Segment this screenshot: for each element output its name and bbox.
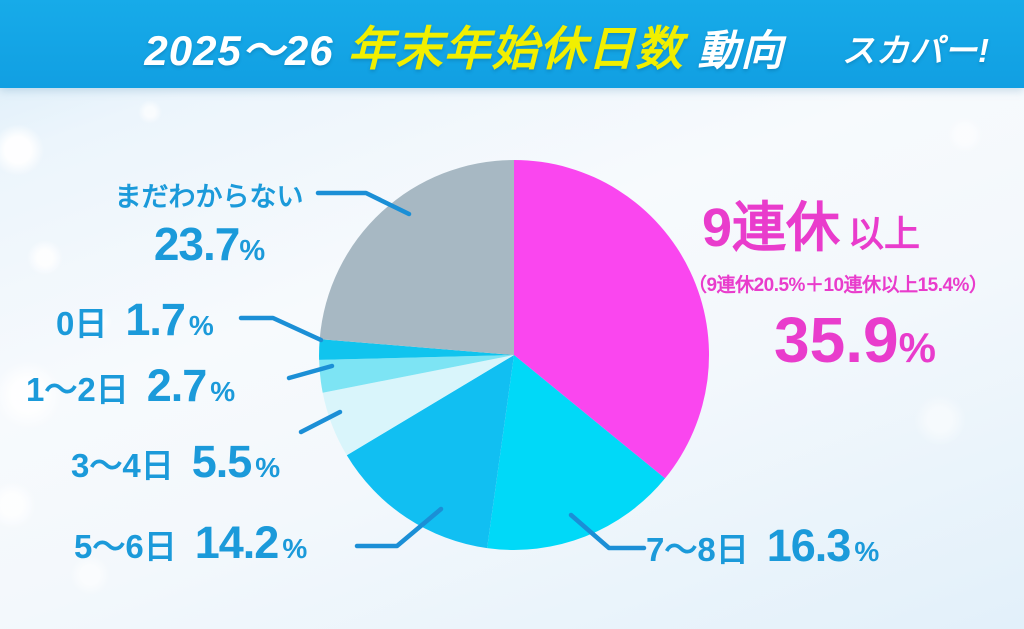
label-1-2days-name: 1〜2日 — [26, 371, 129, 408]
callout-9plus-percent-sign: % — [898, 324, 936, 371]
pie-slice-9連休以上 — [514, 160, 710, 479]
leader-line-0days — [238, 315, 324, 343]
label-5-6days-name: 5〜6日 — [74, 528, 177, 565]
label-madawakaranai-value: 23.7 — [153, 218, 241, 270]
label-3-4days-percent-sign: % — [255, 452, 281, 483]
label-3-4days-value: 5.5 — [191, 436, 253, 487]
label-0days-value: 1.7 — [125, 294, 186, 345]
leader-line-1-2days — [286, 363, 335, 381]
header-bar: 2025〜26 年末年始休日数 動向 スカパー! — [0, 0, 1024, 88]
callout-9plus-detail: （9連休20.5%＋10連休以上15.4%） — [688, 275, 988, 296]
title-suffix: 動向 — [697, 26, 784, 74]
callout-9plus-title-small: 以上 — [848, 213, 921, 254]
callout-9plus-value: 35.9 — [774, 304, 899, 376]
label-1-2days-percent-sign: % — [210, 376, 236, 407]
pie-slice-0日 — [319, 339, 514, 360]
callout-9plus: 9連休 以上 （9連休20.5%＋10連休以上15.4%） 35.9% — [688, 183, 1022, 377]
leader-line-madawakaranai — [315, 190, 412, 217]
label-7-8days-value: 16.3 — [766, 520, 852, 571]
label-5-6days-value: 14.2 — [194, 517, 280, 568]
title-year: 2025〜26 — [144, 26, 334, 74]
callout-9plus-title: 9連休 以上 — [702, 183, 1022, 262]
label-7-8days-percent-sign: % — [854, 536, 880, 567]
label-0days-name: 0日 — [56, 305, 108, 342]
callout-9plus-value-row: 35.9% — [688, 303, 1022, 377]
label-0days-percent-sign: % — [188, 310, 214, 341]
label-1-2days: 1〜2日 2.7% — [26, 360, 235, 412]
page-title: 2025〜26 年末年始休日数 動向 — [144, 10, 783, 79]
label-0days: 0日 1.7% — [56, 294, 214, 346]
label-5-6days-percent-sign: % — [282, 533, 308, 564]
label-3-4days: 3〜4日 5.5% — [71, 436, 280, 488]
label-5-6days: 5〜6日 14.2% — [74, 517, 307, 569]
leader-line-5-6days — [354, 506, 444, 549]
pie-slice-7〜8日 — [487, 355, 665, 550]
leader-line-3-4days — [298, 409, 343, 435]
pie-slice-まだわからない — [319, 160, 514, 355]
leader-line-7-8days — [568, 512, 647, 551]
label-madawakaranai: まだわからない 23.7% — [100, 175, 318, 271]
brand-logo: スカパー! — [842, 32, 990, 69]
title-highlight: 年末年始休日数 — [347, 21, 684, 75]
label-madawakaranai-percent-sign: % — [239, 235, 265, 267]
pie-slice-3〜4日 — [322, 355, 514, 456]
label-1-2days-value: 2.7 — [146, 360, 208, 411]
label-7-8days: 7〜8日 16.3% — [646, 520, 879, 572]
pie-slice-5〜6日 — [346, 355, 514, 549]
label-madawakaranai-name: まだわからない — [114, 182, 304, 212]
label-7-8days-name: 7〜8日 — [646, 531, 749, 568]
callout-9plus-title-big: 9連休 — [702, 198, 841, 258]
label-3-4days-name: 3〜4日 — [71, 447, 174, 484]
pie-slice-1〜2日 — [319, 355, 514, 393]
